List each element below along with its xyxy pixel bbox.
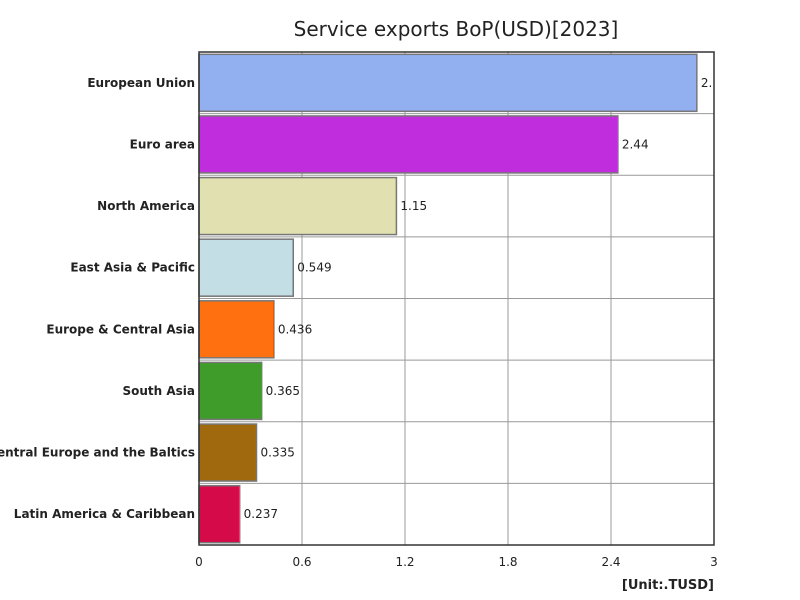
category-labels: European Union Euro area North America East… bbox=[0, 76, 195, 521]
bar bbox=[198, 115, 619, 174]
plot-frame bbox=[198, 51, 715, 546]
data-label: 2.44 bbox=[622, 137, 649, 151]
data-label: 0.436 bbox=[278, 322, 312, 336]
x-tick-label: 0.6 bbox=[292, 555, 311, 569]
x-tick-label: 2.4 bbox=[601, 555, 620, 569]
category-label: East Asia & Pacific bbox=[70, 261, 195, 275]
data-labels: 2. 2.44 1.15 0.549 0.436 0.365 0.335 0.237 bbox=[244, 76, 713, 521]
bar bbox=[198, 300, 275, 359]
data-label: 2. bbox=[701, 76, 712, 90]
bar bbox=[198, 53, 698, 113]
data-label: 1.15 bbox=[400, 199, 427, 213]
category-label: European Union bbox=[87, 76, 195, 90]
x-tick-label: 3 bbox=[710, 555, 718, 569]
category-label: North America bbox=[97, 199, 195, 213]
category-label: Euro area bbox=[130, 137, 195, 151]
bar bbox=[198, 361, 263, 421]
bar bbox=[198, 423, 258, 482]
bars bbox=[198, 53, 698, 544]
data-label: 0.237 bbox=[244, 507, 278, 521]
category-label: Central Europe and the Baltics bbox=[0, 446, 195, 460]
x-tick-label: 1.8 bbox=[498, 555, 517, 569]
x-tick-label: 1.2 bbox=[395, 555, 414, 569]
bar bbox=[198, 176, 398, 236]
data-label: 0.335 bbox=[261, 446, 295, 460]
unit-label: [Unit:.TUSD] bbox=[622, 578, 714, 593]
category-label: South Asia bbox=[122, 384, 195, 398]
category-label: Europe & Central Asia bbox=[46, 322, 195, 336]
category-label: Latin America & Caribbean bbox=[14, 507, 195, 521]
data-label: 0.549 bbox=[297, 261, 331, 275]
x-tick-label: 0 bbox=[195, 555, 203, 569]
data-label: 0.365 bbox=[266, 384, 300, 398]
bar bbox=[198, 238, 294, 297]
chart-title: Service exports BoP(USD)[2023] bbox=[294, 17, 619, 41]
x-tick-labels: 0 0.6 1.2 1.8 2.4 3 bbox=[195, 555, 718, 569]
bar bbox=[198, 484, 241, 544]
